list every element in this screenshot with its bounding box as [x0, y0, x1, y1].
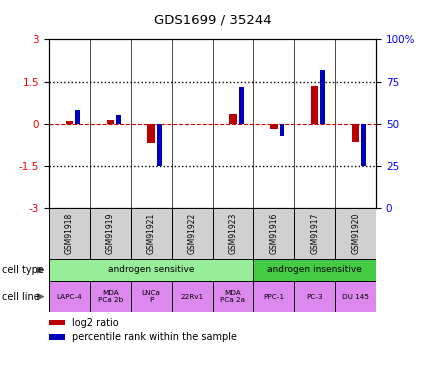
Bar — [90, 281, 131, 312]
Bar — [157, 124, 162, 166]
Text: GSM91923: GSM91923 — [229, 213, 238, 254]
Bar — [212, 208, 253, 259]
Bar — [335, 208, 376, 259]
Text: GSM91920: GSM91920 — [351, 213, 360, 254]
Text: LNCa
P: LNCa P — [142, 290, 161, 303]
Bar — [116, 116, 121, 124]
Bar — [253, 281, 294, 312]
Text: GDS1699 / 35244: GDS1699 / 35244 — [154, 13, 271, 26]
Bar — [335, 281, 376, 312]
Text: GSM91919: GSM91919 — [106, 213, 115, 254]
Text: GSM91916: GSM91916 — [269, 213, 278, 254]
Bar — [270, 124, 278, 129]
Bar — [49, 208, 90, 259]
Bar — [239, 87, 244, 124]
Text: androgen sensitive: androgen sensitive — [108, 266, 194, 274]
Bar — [49, 281, 90, 312]
Bar — [253, 259, 376, 281]
Text: PC-3: PC-3 — [306, 294, 323, 300]
Bar — [65, 121, 73, 124]
Text: MDA
PCa 2b: MDA PCa 2b — [98, 290, 123, 303]
Bar — [294, 281, 335, 312]
Bar — [49, 334, 65, 340]
Text: GSM91918: GSM91918 — [65, 213, 74, 254]
Bar — [107, 120, 114, 124]
Bar — [147, 124, 155, 144]
Bar — [49, 320, 65, 326]
Text: GSM91917: GSM91917 — [310, 213, 319, 254]
Bar — [90, 208, 131, 259]
Bar — [280, 124, 284, 136]
Bar — [320, 70, 326, 124]
Text: cell type: cell type — [2, 265, 44, 275]
Text: log2 ratio: log2 ratio — [72, 318, 118, 327]
Text: MDA
PCa 2a: MDA PCa 2a — [221, 290, 246, 303]
Text: GSM91921: GSM91921 — [147, 213, 156, 254]
Bar — [49, 259, 253, 281]
Bar — [172, 281, 212, 312]
Bar — [75, 110, 80, 124]
Text: 22Rv1: 22Rv1 — [181, 294, 204, 300]
Bar — [253, 208, 294, 259]
Text: cell line: cell line — [2, 292, 40, 302]
Text: percentile rank within the sample: percentile rank within the sample — [72, 332, 237, 342]
Bar — [229, 114, 237, 124]
Text: DU 145: DU 145 — [342, 294, 369, 300]
Bar — [294, 208, 335, 259]
Text: androgen insensitive: androgen insensitive — [267, 266, 362, 274]
Text: PPC-1: PPC-1 — [264, 294, 284, 300]
Bar — [212, 281, 253, 312]
Bar — [131, 281, 172, 312]
Bar — [361, 124, 366, 166]
Bar — [352, 124, 360, 142]
Bar — [172, 208, 212, 259]
Text: LAPC-4: LAPC-4 — [57, 294, 82, 300]
Bar — [131, 208, 172, 259]
Text: GSM91922: GSM91922 — [187, 213, 196, 254]
Bar — [311, 86, 318, 124]
